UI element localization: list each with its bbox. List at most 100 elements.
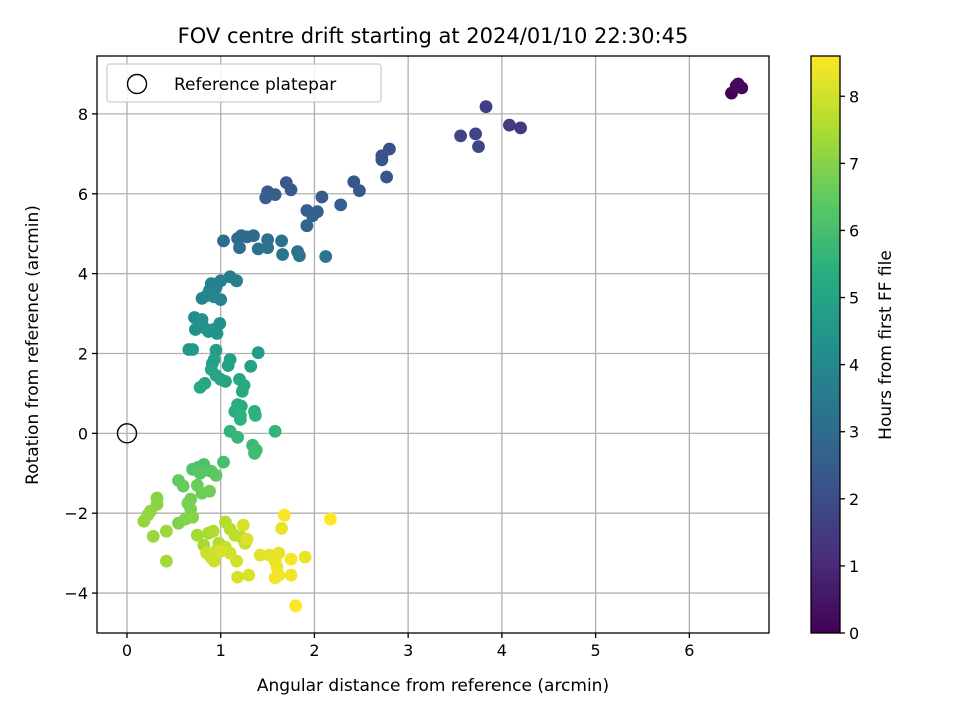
data-point (261, 241, 274, 255)
data-point (275, 522, 288, 535)
data-point (247, 229, 260, 243)
data-point (217, 455, 230, 469)
data-point (284, 568, 298, 582)
data-point (206, 524, 220, 538)
x-tick-label: 5 (591, 641, 601, 660)
x-tick-label: 0 (122, 641, 132, 660)
data-point (186, 510, 200, 524)
data-point (242, 568, 256, 582)
data-point (221, 359, 235, 372)
colorbar-tick-label: 2 (849, 490, 859, 509)
data-point (284, 552, 298, 566)
data-point (353, 184, 366, 198)
data-point (210, 327, 224, 340)
data-point (324, 512, 337, 526)
data-point (289, 599, 303, 613)
x-tick-label: 2 (309, 641, 319, 660)
data-point (160, 524, 173, 538)
colorbar: 0 1 2 3 4 5 6 7 8 Hours from first FF file (810, 55, 896, 643)
y-tick-label: 2 (78, 344, 88, 363)
colorbar-tick-label: 1 (849, 557, 859, 576)
data-point (380, 170, 393, 184)
data-point (253, 548, 267, 562)
colorbar-frame (810, 55, 841, 634)
data-point (146, 530, 160, 543)
data-point (293, 249, 306, 263)
data-point (236, 518, 250, 532)
legend-box (106, 63, 382, 103)
data-point (186, 343, 200, 356)
y-tick-label: 6 (78, 185, 88, 204)
data-point (231, 430, 245, 444)
reference-platepar-marker (116, 423, 138, 444)
data-point (275, 234, 288, 248)
y-tick-label: 4 (78, 265, 88, 284)
data-point (268, 571, 282, 585)
data-point (190, 528, 204, 542)
data-point (233, 241, 246, 255)
colorbar-tick-label: 6 (849, 221, 859, 240)
data-point (230, 274, 244, 288)
data-point (268, 424, 282, 438)
legend-marker-reference (126, 73, 148, 95)
chart-title: FOV centre drift starting at 2024/01/10 … (178, 24, 689, 48)
data-point (244, 359, 258, 373)
colorbar-label: Hours from first FF file (876, 250, 896, 440)
data-point (193, 466, 207, 480)
data-point (319, 250, 333, 263)
data-point (214, 544, 228, 558)
data-point (209, 468, 223, 482)
data-point (503, 118, 516, 132)
y-tick-label: 8 (78, 105, 88, 124)
data-point (195, 292, 209, 305)
colorbar-tick-label: 7 (849, 154, 859, 173)
data-point (248, 446, 261, 460)
data-point (193, 381, 207, 394)
data-point (235, 385, 249, 398)
data-point (234, 413, 247, 426)
data-point (137, 514, 151, 528)
data-point (259, 191, 273, 205)
data-point (298, 550, 312, 564)
data-point (207, 290, 221, 304)
x-axis-label: Angular distance from reference (arcmin) (257, 676, 609, 696)
data-point (230, 554, 244, 568)
data-point (514, 121, 527, 135)
legend-label-reference: Reference platepar (174, 75, 336, 95)
data-point (176, 479, 190, 493)
axis-ticks: 0 1 2 3 4 5 6 −4 −2 0 2 4 6 8 (64, 105, 694, 660)
data-point (300, 219, 314, 233)
data-point (472, 140, 485, 154)
data-point (203, 484, 216, 498)
colorbar-gradient (811, 56, 840, 633)
data-point (315, 190, 329, 204)
colorbar-tick-label: 8 (849, 87, 859, 106)
data-point (375, 153, 389, 167)
data-point (217, 234, 230, 248)
data-point (251, 346, 265, 360)
data-point (454, 129, 467, 143)
data-point (249, 409, 262, 422)
data-point (469, 127, 482, 141)
data-point (231, 570, 245, 584)
data-point (276, 248, 289, 261)
colorbar-tick-label: 0 (849, 624, 859, 643)
y-axis-label: Rotation from reference (arcmin) (23, 205, 43, 485)
plot-frame (96, 55, 770, 634)
data-point (729, 79, 743, 93)
data-point (160, 554, 173, 568)
colorbar-tick-label: 5 (849, 289, 859, 308)
x-tick-label: 4 (497, 641, 507, 660)
legend: Reference platepar (106, 63, 382, 103)
data-point (334, 198, 348, 212)
data-point (207, 554, 221, 568)
x-tick-label: 1 (216, 641, 226, 660)
data-point (284, 183, 298, 197)
data-point (240, 532, 254, 546)
data-point (213, 317, 227, 330)
grid (97, 56, 769, 633)
y-tick-label: −4 (64, 584, 88, 603)
data-point (219, 375, 232, 388)
points-layer (137, 77, 749, 613)
